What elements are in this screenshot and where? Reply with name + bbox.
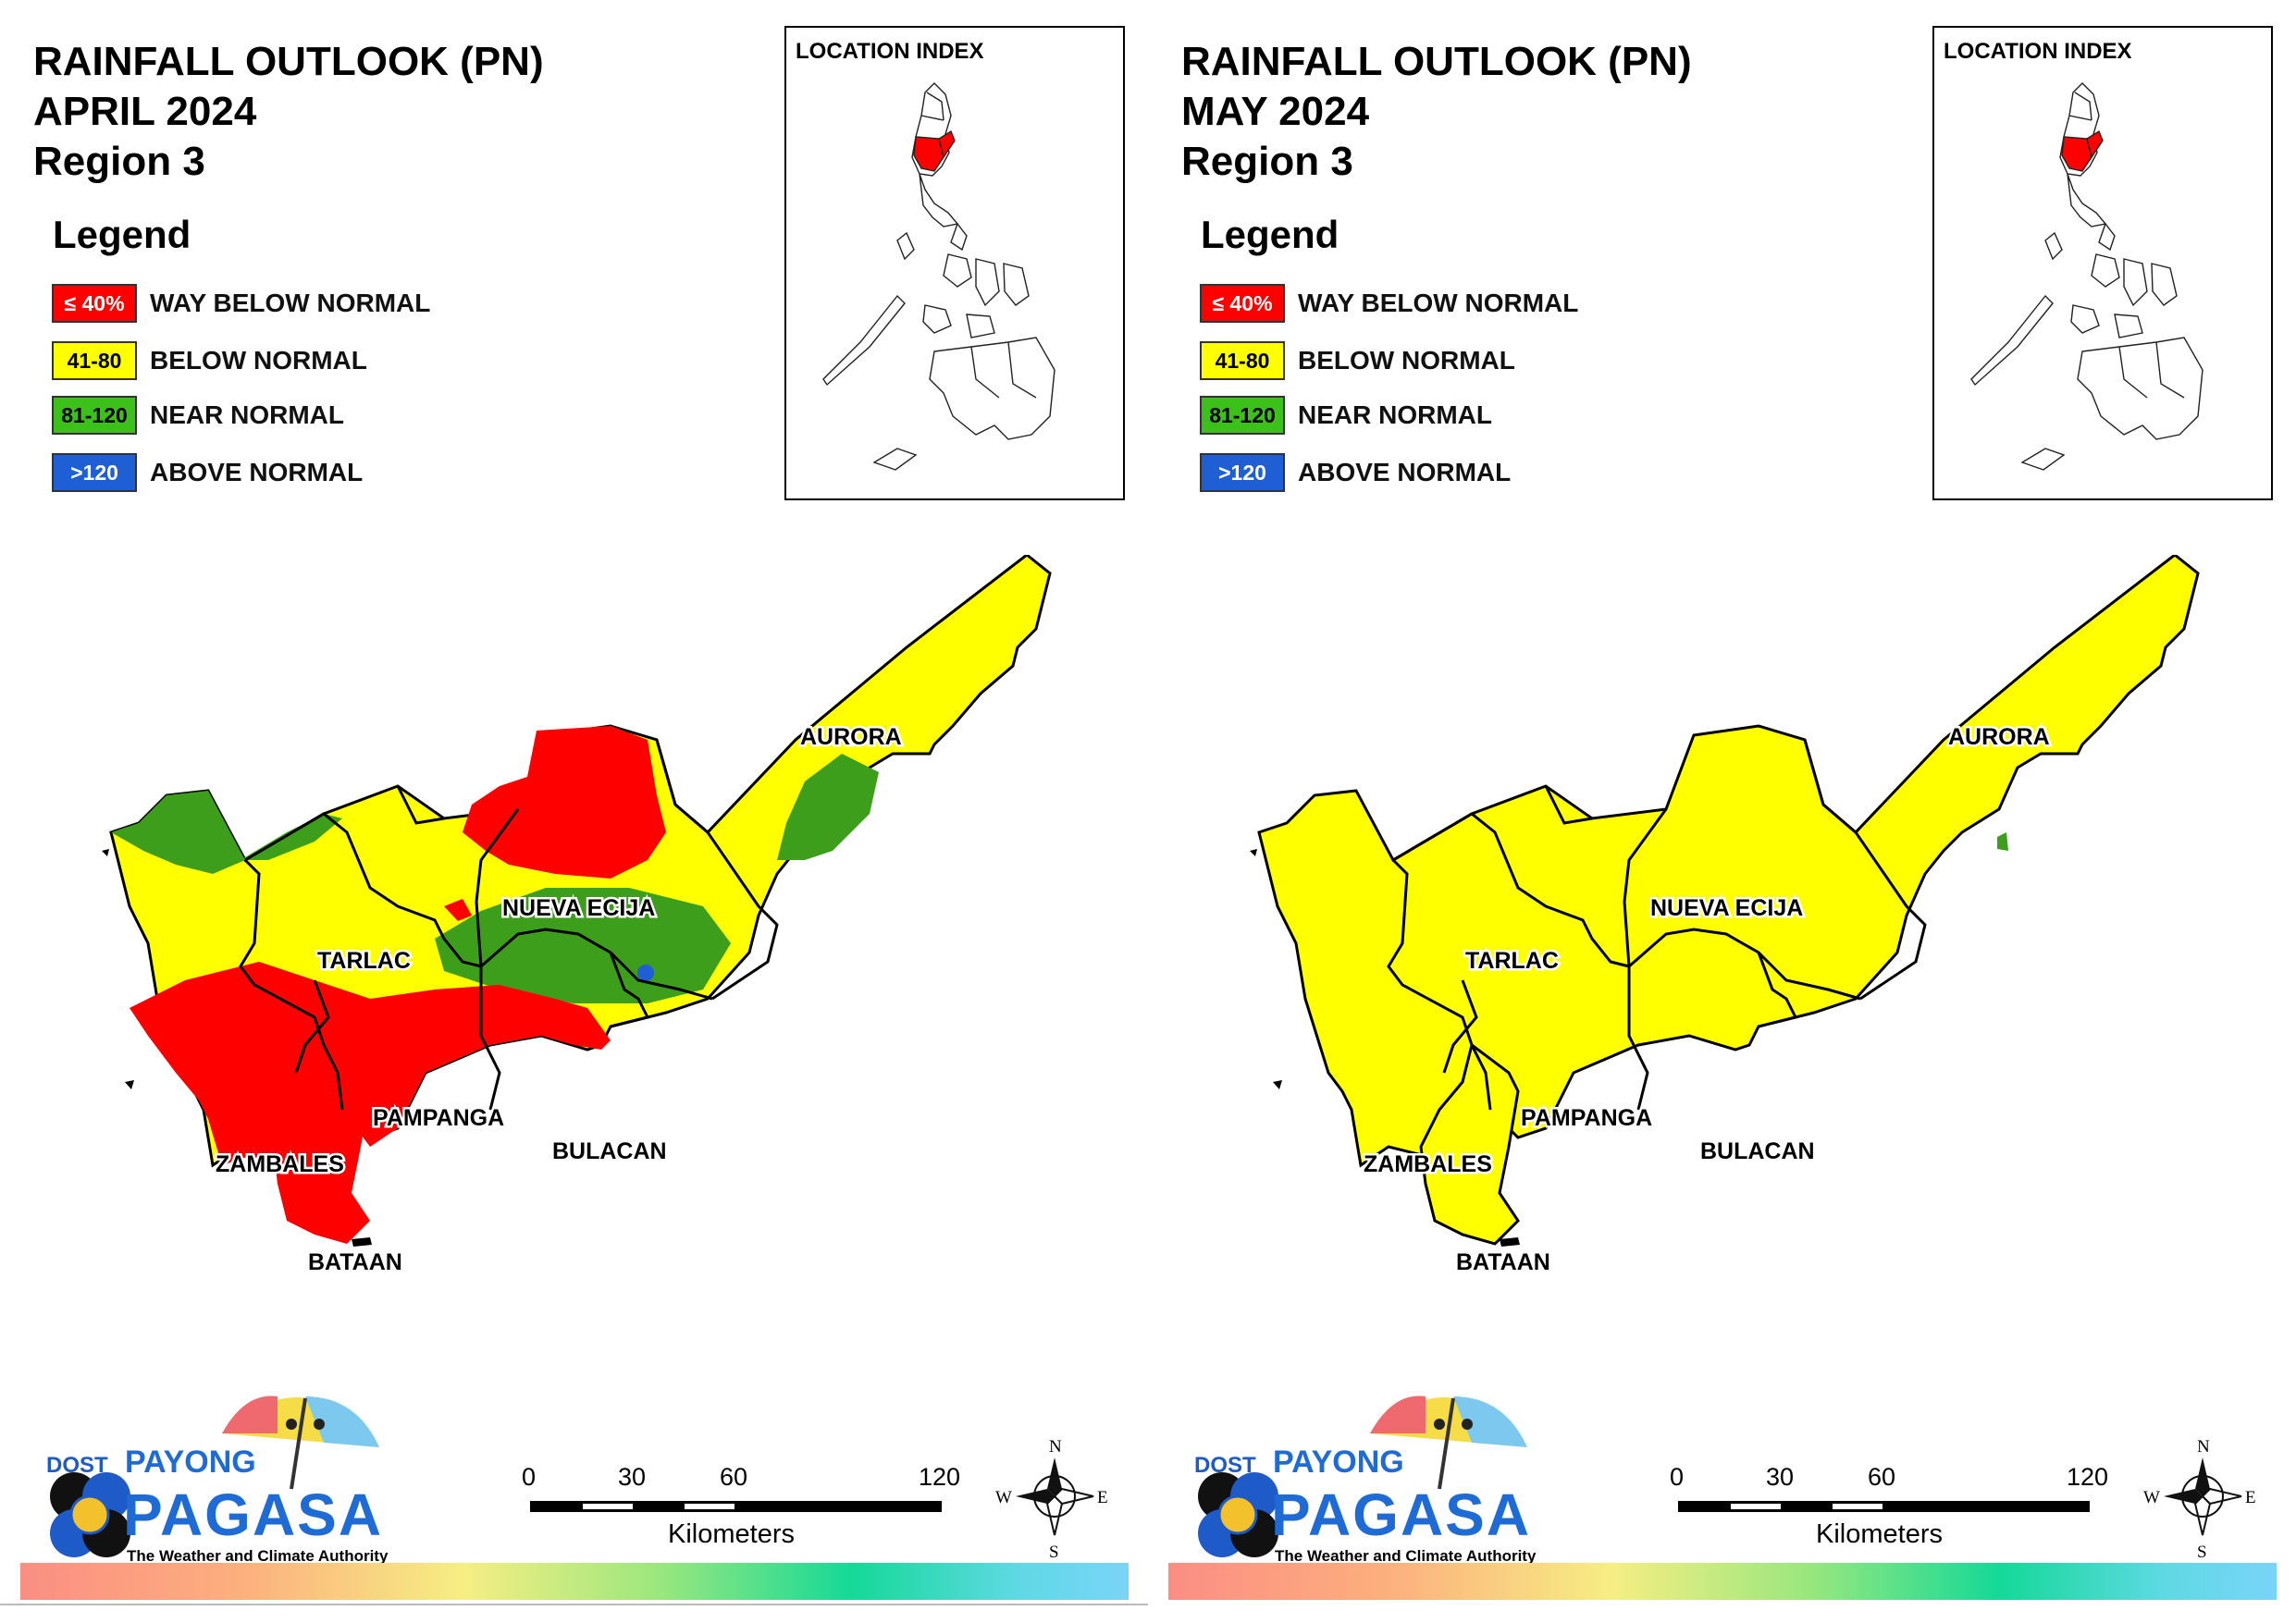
philippines-inset-map bbox=[822, 82, 1055, 471]
location-index: LOCATION INDEX bbox=[1932, 26, 2273, 500]
outlook-panel-may: RAINFALL OUTLOOK (PN) MAY 2024 Region 3 … bbox=[1148, 0, 2296, 1623]
location-index-title: LOCATION INDEX bbox=[1944, 39, 2132, 64]
compass-s: S bbox=[2197, 1543, 2207, 1562]
legend-swatch: 41-80 bbox=[52, 341, 137, 380]
logo-payong: PAYONG bbox=[125, 1445, 256, 1480]
footer-gradient-bar bbox=[20, 1563, 1129, 1600]
legend-swatch: 41-80 bbox=[1200, 341, 1285, 380]
title-line-3: Region 3 bbox=[1181, 139, 1353, 184]
title-line-3: Region 3 bbox=[33, 139, 205, 184]
legend-item-near: 81-120 NEAR NORMAL bbox=[52, 394, 344, 436]
legend-label: ABOVE NORMAL bbox=[150, 458, 364, 486]
label-nueva-ecija: NUEVA ECIJA bbox=[502, 895, 655, 921]
legend-swatch: >120 bbox=[1200, 453, 1285, 492]
title-line-1: RAINFALL OUTLOOK (PN) bbox=[1181, 39, 1692, 84]
legend-label: ABOVE NORMAL bbox=[1298, 458, 1512, 486]
legend-label: BELOW NORMAL bbox=[1298, 346, 1515, 375]
legend-item-way-below: ≤ 40% WAY BELOW NORMAL bbox=[1200, 282, 1578, 325]
legend-title: Legend bbox=[53, 213, 191, 256]
scale-tick: 0 bbox=[522, 1463, 537, 1491]
legend-item-above: >120 ABOVE NORMAL bbox=[52, 451, 363, 494]
logo-pagasa: PAGASA bbox=[123, 1482, 383, 1548]
legend-swatch: 81-120 bbox=[1200, 396, 1285, 435]
scale-tick: 60 bbox=[1868, 1463, 1896, 1491]
label-nueva-ecija: NUEVA ECIJA bbox=[1650, 895, 1803, 921]
scale-bar bbox=[1678, 1501, 2090, 1512]
panel-title: RAINFALL OUTLOOK (PN) MAY 2024 Region 3 bbox=[1181, 37, 1692, 187]
region3-rainfall-map: AURORA NUEVA ECIJA TARLAC PAMPANGA BULAC… bbox=[102, 555, 1052, 1278]
pagasa-logo: DOST PAYONG PAGASA The Weather and Clima… bbox=[46, 1396, 389, 1565]
scale-tick: 60 bbox=[720, 1463, 748, 1491]
label-bulacan: BULACAN bbox=[552, 1138, 667, 1164]
legend-label: BELOW NORMAL bbox=[150, 346, 367, 375]
scale-tick: 120 bbox=[919, 1463, 961, 1491]
legend-swatch: 81-120 bbox=[52, 396, 137, 435]
title-line-2: MAY 2024 bbox=[1181, 89, 1370, 134]
label-bataan: BATAAN bbox=[308, 1249, 402, 1275]
pagasa-logo: DOST PAYONG PAGASA The Weather and Clima… bbox=[1194, 1396, 1537, 1565]
scale-unit: Kilometers bbox=[668, 1519, 795, 1549]
label-tarlac: TARLAC bbox=[317, 948, 411, 974]
footer-baseline bbox=[0, 1604, 1148, 1605]
label-tarlac: TARLAC bbox=[1465, 948, 1559, 974]
footer-gradient-bar bbox=[1168, 1563, 2277, 1600]
compass-w: W bbox=[2143, 1488, 2160, 1507]
label-pampanga: PAMPANGA bbox=[1521, 1105, 1652, 1131]
logo-dost: DOST bbox=[1194, 1453, 1256, 1478]
region3-rainfall-map: AURORA NUEVA ECIJA TARLAC PAMPANGA BULAC… bbox=[1250, 555, 2200, 1278]
legend-item-below: 41-80 BELOW NORMAL bbox=[1200, 339, 1515, 382]
compass-e: E bbox=[1097, 1488, 1108, 1507]
location-index-title: LOCATION INDEX bbox=[796, 39, 984, 64]
legend-swatch: >120 bbox=[52, 453, 137, 492]
scale-unit: Kilometers bbox=[1816, 1519, 1943, 1549]
logo-pagasa: PAGASA bbox=[1271, 1482, 1531, 1548]
region-outline bbox=[1257, 555, 2200, 1168]
logo-payong: PAYONG bbox=[1273, 1445, 1404, 1480]
logo-tagline: The Weather and Climate Authority bbox=[127, 1547, 389, 1565]
scale-tick: 30 bbox=[618, 1463, 647, 1491]
province-boundaries bbox=[1387, 739, 1927, 1111]
above-normal-spot bbox=[637, 965, 654, 981]
label-bataan: BATAAN bbox=[1456, 1249, 1550, 1275]
label-bulacan: BULACAN bbox=[1700, 1138, 1815, 1164]
compass-e: E bbox=[2245, 1488, 2256, 1507]
logo-tagline: The Weather and Climate Authority bbox=[1275, 1547, 1537, 1565]
scale-tick: 120 bbox=[2067, 1463, 2109, 1491]
legend-item-way-below: ≤ 40% WAY BELOW NORMAL bbox=[52, 282, 430, 325]
compass-n: N bbox=[2197, 1437, 2210, 1457]
legend-item-above: >120 ABOVE NORMAL bbox=[1200, 451, 1511, 494]
compass-n: N bbox=[1049, 1437, 1062, 1457]
legend-item-below: 41-80 BELOW NORMAL bbox=[52, 339, 367, 382]
label-pampanga: PAMPANGA bbox=[373, 1105, 504, 1131]
panel-title: RAINFALL OUTLOOK (PN) APRIL 2024 Region … bbox=[33, 37, 544, 187]
province-boundaries bbox=[239, 739, 779, 1111]
legend-label: NEAR NORMAL bbox=[1298, 400, 1492, 429]
legend-swatch: ≤ 40% bbox=[1200, 284, 1285, 323]
north-arrow: N S E W bbox=[995, 1437, 1108, 1562]
outlook-panel-april: RAINFALL OUTLOOK (PN) APRIL 2024 Region … bbox=[20, 26, 1129, 1600]
scale-tick: 30 bbox=[1766, 1463, 1795, 1491]
label-zambales: ZAMBALES bbox=[1364, 1151, 1492, 1177]
location-index: LOCATION INDEX bbox=[784, 26, 1125, 500]
scale-tick: 0 bbox=[1670, 1463, 1685, 1491]
philippines-inset-map bbox=[1970, 82, 2203, 471]
legend-swatch: ≤ 40% bbox=[52, 284, 137, 323]
logo-dost: DOST bbox=[46, 1453, 108, 1478]
label-aurora: AURORA bbox=[800, 724, 902, 750]
title-line-2: APRIL 2024 bbox=[33, 89, 257, 134]
label-zambales: ZAMBALES bbox=[216, 1151, 344, 1177]
legend-label: WAY BELOW NORMAL bbox=[1298, 289, 1579, 317]
scale-bar bbox=[530, 1501, 942, 1512]
legend-title: Legend bbox=[1201, 213, 1339, 256]
compass-w: W bbox=[995, 1488, 1012, 1507]
footer: DOST PAYONG PAGASA The Weather and Clima… bbox=[1194, 1396, 2256, 1565]
north-arrow: N S E W bbox=[2143, 1437, 2256, 1562]
compass-s: S bbox=[1049, 1543, 1059, 1562]
legend-item-near: 81-120 NEAR NORMAL bbox=[1200, 394, 1492, 436]
label-aurora: AURORA bbox=[1948, 724, 2050, 750]
legend-label: NEAR NORMAL bbox=[150, 400, 344, 429]
title-line-1: RAINFALL OUTLOOK (PN) bbox=[33, 39, 544, 84]
footer: DOST PAYONG PAGASA The Weather and Clima… bbox=[46, 1396, 1108, 1565]
legend-label: WAY BELOW NORMAL bbox=[150, 289, 431, 317]
